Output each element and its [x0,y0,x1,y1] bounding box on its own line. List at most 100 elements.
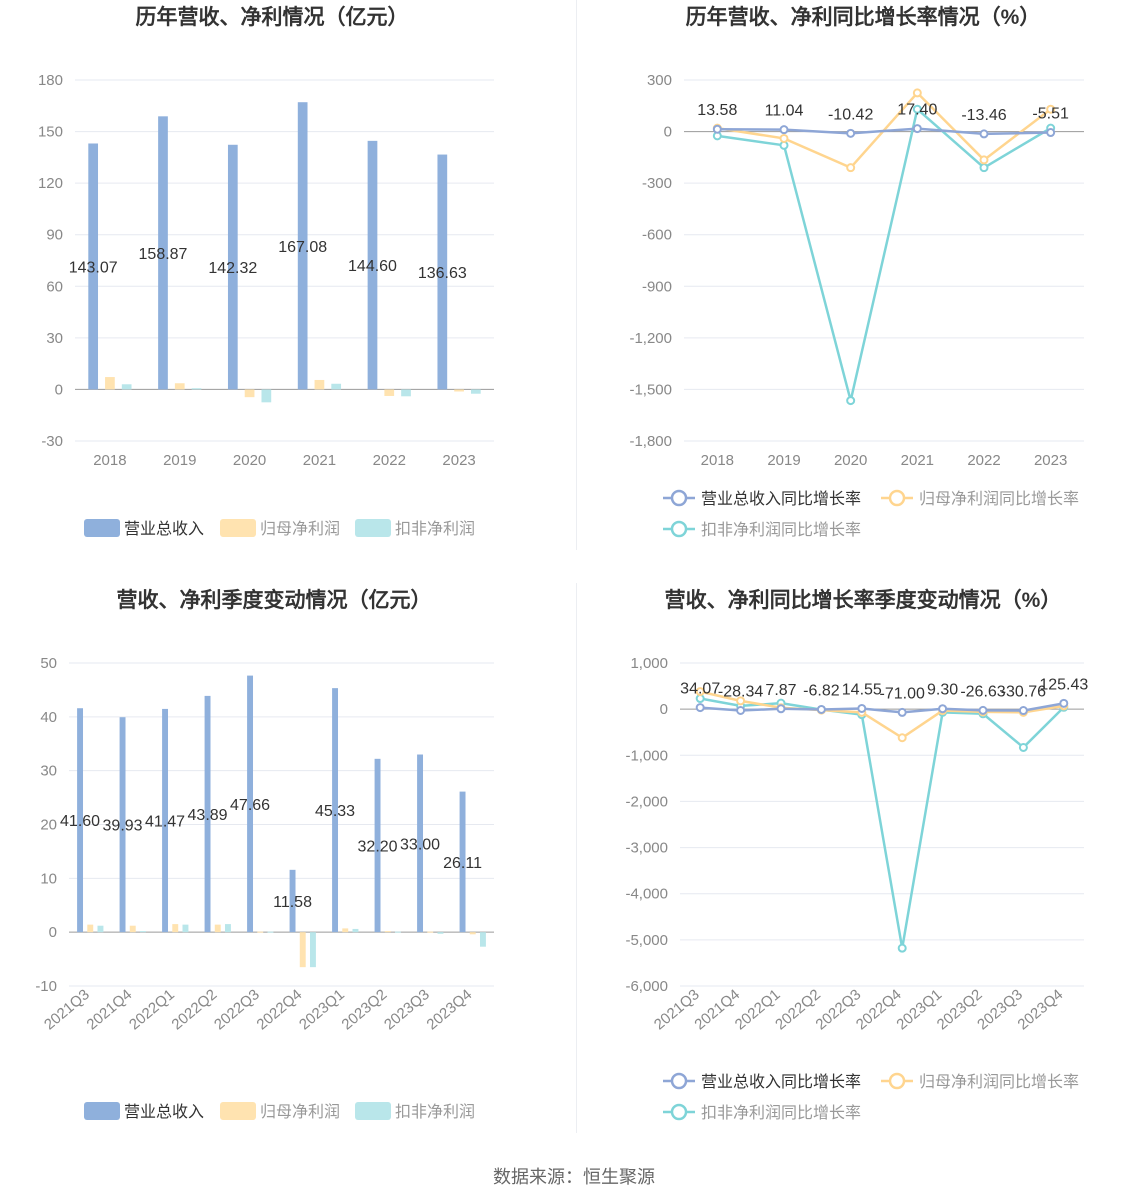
x-tick-label: 2023Q1 [893,986,945,1033]
bar-deducted-profit [182,924,189,933]
quarterly-revenue-profit-chart: 营收、净利季度变动情况（亿元） -10 0 10 20 30 40 50 2021Q3 2021Q… [0,583,574,1166]
line-value-label: -30.76 [1001,684,1046,701]
legend-label: 归母净利润 [260,1103,340,1121]
bar-value-label: 167.08 [278,239,327,256]
legend-marker [670,489,688,507]
data-point [1059,698,1069,708]
bar-value-label: 11.58 [273,894,312,911]
y-tick-label: 20 [40,817,57,834]
vertical-divider [576,583,577,1133]
bar-deducted-profit [97,925,104,933]
x-tick-label: 2022 [967,452,1000,469]
data-point [712,124,722,134]
bar-net-profit [105,377,115,390]
bar-revenue [417,754,424,933]
series-line-revenue [700,702,1065,714]
data-point [1046,104,1056,114]
bar-value-label: 142.32 [208,260,257,277]
bar-revenue [332,688,339,933]
legend-swatch [355,1102,391,1120]
y-tick-label: -1,000 [625,747,668,764]
y-tick-label: -4,000 [625,886,668,903]
data-point [1018,742,1028,752]
bar-revenue [297,102,308,390]
legend-label: 扣非净利润 [395,1103,475,1121]
line-value-label: -5.51 [1032,106,1069,123]
y-tick-label: 50 [40,655,57,672]
data-point [695,703,705,713]
bar-net-profit [172,924,179,933]
chart-group: 历年营收、净利情况（亿元） -30 0 30 60 90 120 150 180 2018 2019… [38,5,494,538]
y-tick-label: -1,800 [629,433,672,450]
x-tick-label: 2018 [701,452,734,469]
bar-deducted-profit [261,389,272,403]
x-tick-label: 2022Q2 [168,986,220,1033]
y-tick-label: 60 [46,278,63,295]
y-tick-label: -10 [35,978,57,995]
x-tick-label: 2023Q4 [1015,986,1067,1033]
legend-label: 营业总收入 [124,1103,204,1121]
bar-net-profit [129,925,136,933]
legend-swatch [220,519,256,537]
bar-value-label: 45.33 [315,803,355,820]
x-tick-label: 2023Q2 [338,986,390,1033]
y-tick-label: 180 [38,72,63,89]
y-tick-label: 0 [664,124,672,141]
bar-revenue [437,154,448,390]
bar-revenue [162,708,169,933]
y-tick-label: 0 [55,381,63,398]
bar-net-profit [214,924,221,933]
legend-marker [888,489,906,507]
bar-net-profit [384,389,395,396]
x-tick-label: 2023 [1034,452,1067,469]
x-tick-label: 2019 [767,452,800,469]
line-value-label: 34.07 [680,681,720,698]
bar-revenue [247,675,254,933]
y-tick-label: -30 [41,433,63,450]
x-tick-label: 2022Q4 [253,986,305,1033]
annual-growth-rate-chart: 历年营收、净利同比增长率情况（%） -1,800 -1,500 -1,200 -900 -… [574,0,1148,583]
chart-group: 历年营收、净利同比增长率情况（%） -1,800 -1,500 -1,200 -900 -… [629,5,1084,539]
line-value-label: 9.30 [927,682,958,699]
quarterly-growth-rate-chart: 营收、净利同比增长率季度变动情况（%） -6,000 -5,000 -4,000 -3,… [574,583,1148,1166]
legend-swatch [84,1102,120,1120]
data-point [897,707,907,717]
data-point [979,155,989,165]
bar-revenue [289,869,296,933]
x-tick-label: 2022Q3 [211,986,263,1033]
data-point [816,704,826,714]
data-point [736,696,746,706]
bar-deducted-profit [139,931,146,933]
legend-label: 归母净利润同比增长率 [919,490,1079,508]
series-line-net-profit [699,690,1064,740]
quarterly-revenue-profit-svg: 营收、净利季度变动情况（亿元）-10010203040502021Q32021Q… [35,588,494,1121]
chart-title: 营收、净利同比增长率季度变动情况（%） [665,588,1062,612]
bar-value-label: 158.87 [139,246,188,263]
legend-label: 营业总收入同比增长率 [701,490,861,508]
y-tick-label: -900 [642,278,672,295]
data-point [846,128,856,138]
chart-title: 营收、净利季度变动情况（亿元） [117,588,432,612]
x-tick-label: 2020 [834,452,867,469]
x-tick-label: 2022Q1 [126,986,178,1033]
bar-net-profit [314,379,325,390]
data-point [846,163,856,173]
bar-value-label: 43.89 [188,807,228,824]
legend-marker [670,520,688,538]
legend-swatch [220,1102,256,1120]
legend-label: 扣非净利润同比增长率 [701,1104,861,1122]
y-tick-label: -300 [642,175,672,192]
bar-value-label: 39.93 [103,818,143,835]
data-point [979,163,989,173]
data-point [938,704,948,714]
bar-deducted-profit [394,931,401,933]
data-point [1046,128,1056,138]
y-tick-label: -1,500 [629,381,672,398]
data-point [736,705,746,715]
y-tick-label: -3,000 [625,840,668,857]
bar-deducted-profit [191,388,202,390]
bar-value-label: 26.11 [443,855,482,872]
bar-value-label: 41.47 [145,814,185,831]
line-value-label: -10.42 [828,106,873,123]
y-tick-label: 0 [660,701,668,718]
